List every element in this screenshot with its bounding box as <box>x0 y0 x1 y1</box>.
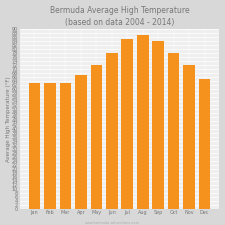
Bar <box>137 35 148 209</box>
Bar <box>90 65 102 209</box>
Bar <box>29 83 40 209</box>
Title: Bermuda Average High Temperature
(based on data 2004 - 2014): Bermuda Average High Temperature (based … <box>50 6 189 27</box>
Bar <box>183 65 195 209</box>
Bar <box>199 79 210 209</box>
Bar <box>122 39 133 209</box>
Text: www.bermuda-attractions.com: www.bermuda-attractions.com <box>85 221 140 225</box>
Bar <box>106 53 118 209</box>
Bar <box>75 75 87 209</box>
Y-axis label: Average High Temperature (°F): Average High Temperature (°F) <box>6 76 11 162</box>
Bar <box>60 83 71 209</box>
Bar <box>152 41 164 209</box>
Bar <box>44 83 56 209</box>
Bar <box>168 53 179 209</box>
